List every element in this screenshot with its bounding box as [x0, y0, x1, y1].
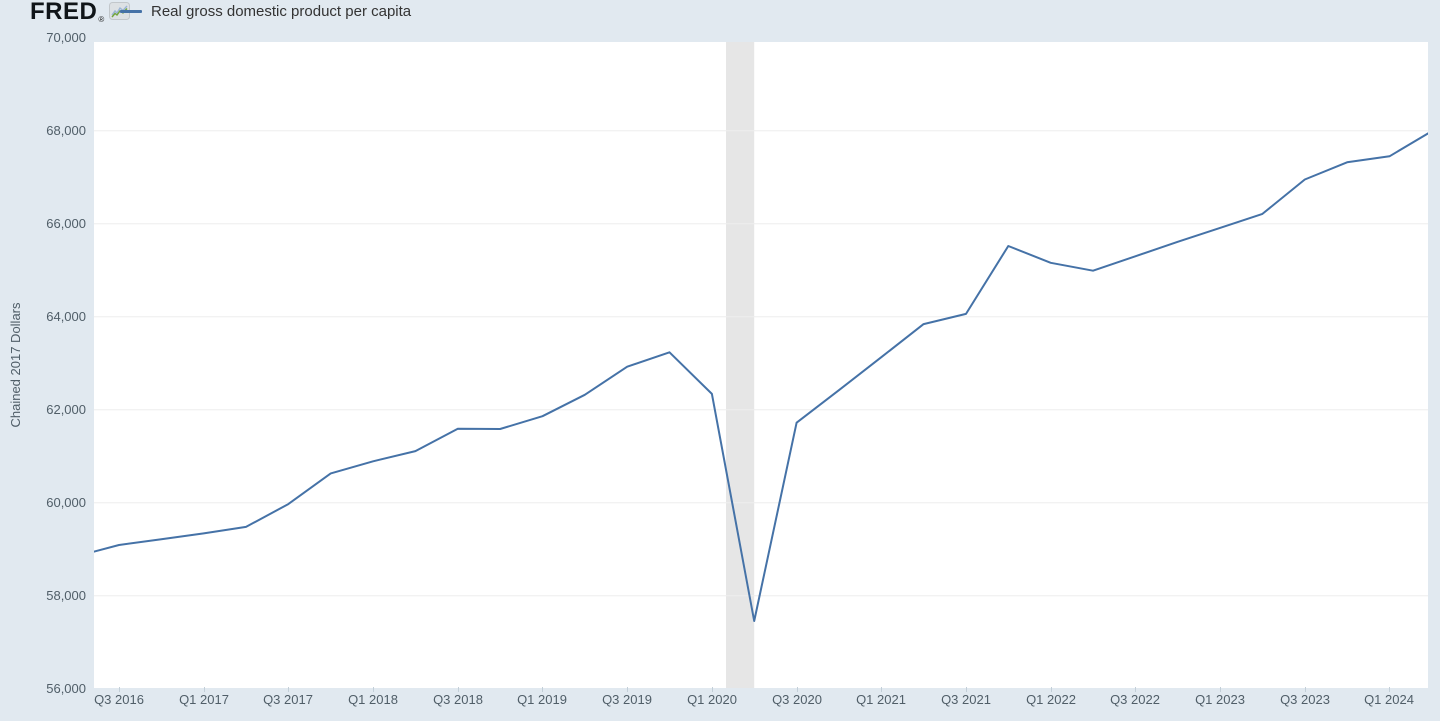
registered-trademark: ®: [98, 15, 105, 24]
x-tick-label: Q1 2020: [687, 692, 737, 707]
legend-series-label: Real gross domestic product per capita: [151, 2, 412, 20]
x-tick-label: Q3 2021: [941, 692, 991, 707]
x-tick-label: Q1 2024: [1364, 692, 1414, 707]
x-tick-mark: [119, 687, 120, 692]
chart-legend: Real gross domestic product per capita: [120, 0, 411, 22]
y-tick-label: 60,000: [46, 495, 86, 510]
x-tick-mark: [881, 687, 882, 692]
x-tick-mark: [542, 687, 543, 692]
graph-header: FRED ® Real gross domestic product per ca…: [0, 0, 1440, 27]
y-tick-label: 68,000: [46, 123, 86, 138]
y-tick-label: 70,000: [46, 30, 86, 45]
plot-area[interactable]: [94, 42, 1428, 688]
x-tick-label: Q3 2018: [433, 692, 483, 707]
x-tick-label: Q3 2017: [263, 692, 313, 707]
y-tick-label: 64,000: [46, 309, 86, 324]
x-tick-label: Q1 2023: [1195, 692, 1245, 707]
x-tick-mark: [712, 687, 713, 692]
recession-band: [726, 42, 755, 688]
x-tick-label: Q1 2022: [1026, 692, 1076, 707]
y-tick-label: 66,000: [46, 216, 86, 231]
x-tick-label: Q3 2023: [1280, 692, 1330, 707]
x-tick-mark: [966, 687, 967, 692]
x-tick-mark: [1305, 687, 1306, 692]
x-tick-label: Q3 2019: [602, 692, 652, 707]
x-tick-label: Q1 2019: [517, 692, 567, 707]
fred-logo-text: FRED: [30, 0, 98, 25]
x-tick-label: Q1 2018: [348, 692, 398, 707]
x-tick-label: Q3 2016: [94, 692, 144, 707]
y-tick-label: 58,000: [46, 588, 86, 603]
x-tick-mark: [1220, 687, 1221, 692]
chart-canvas: [94, 42, 1428, 688]
gdp-per-capita-line: [94, 132, 1428, 622]
x-tick-mark: [1051, 687, 1052, 692]
x-tick-mark: [1135, 687, 1136, 692]
x-tick-label: Q3 2020: [772, 692, 822, 707]
x-tick-mark: [288, 687, 289, 692]
fred-logo[interactable]: FRED ®: [30, 0, 130, 27]
x-tick-label: Q1 2017: [179, 692, 229, 707]
x-tick-mark: [373, 687, 374, 692]
x-tick-label: Q3 2022: [1110, 692, 1160, 707]
x-tick-label: Q1 2021: [856, 692, 906, 707]
x-tick-mark: [797, 687, 798, 692]
y-axis-title: Chained 2017 Dollars: [8, 302, 23, 428]
gridlines: [94, 130, 1428, 597]
x-tick-mark: [627, 687, 628, 692]
y-tick-label: 56,000: [46, 681, 86, 696]
x-tick-mark: [1389, 687, 1390, 692]
x-tick-mark: [458, 687, 459, 692]
legend-line-swatch: [120, 9, 142, 13]
y-tick-label: 62,000: [46, 402, 86, 417]
x-tick-mark: [204, 687, 205, 692]
